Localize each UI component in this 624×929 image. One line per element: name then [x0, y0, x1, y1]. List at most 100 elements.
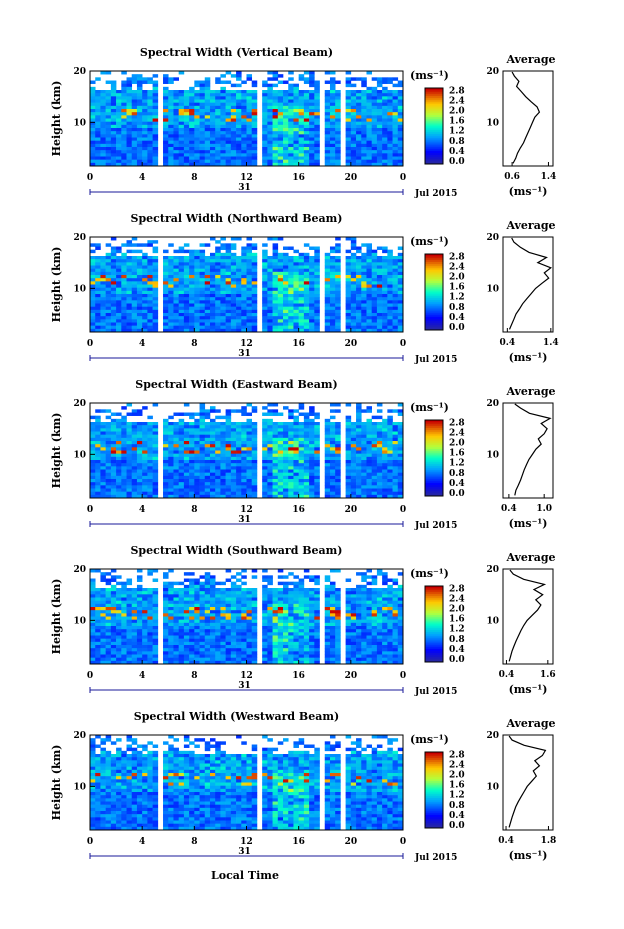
heatmap-cell: [272, 485, 279, 489]
heatmap-cell: [110, 632, 117, 636]
heatmap-cell: [324, 112, 331, 116]
heatmap-cell: [152, 469, 159, 473]
heatmap-cell: [105, 309, 112, 314]
heatmap-cell: [230, 494, 237, 499]
heatmap-cell: [288, 482, 294, 486]
heatmap-cell: [194, 300, 200, 304]
heatmap-cell: [163, 259, 169, 263]
heatmap-cell: [236, 99, 242, 103]
heatmap-cell: [288, 412, 294, 416]
heatmap-cell: [361, 134, 367, 138]
heatmap-cell: [168, 147, 174, 151]
heatmap-cell: [387, 265, 393, 269]
heatmap-cell: [246, 118, 253, 122]
colorbar-step: [425, 118, 443, 121]
heatmap-cell: [329, 265, 336, 269]
heatmap-cell: [293, 479, 299, 483]
heatmap-cell: [309, 325, 315, 330]
heatmap-cell: [105, 434, 112, 439]
heatmap-cell: [324, 115, 331, 119]
heatmap-cell: [142, 447, 148, 451]
heatmap-cell: [241, 159, 247, 164]
heatmap-cell: [371, 275, 378, 279]
heatmap-cell: [329, 137, 336, 141]
heatmap-cell: [209, 294, 216, 298]
heatmap-cell: [288, 284, 294, 288]
heatmap-cell: [199, 137, 206, 141]
heatmap-cell: [366, 115, 372, 119]
heatmap-cell: [361, 441, 367, 445]
heatmap-cell: [230, 74, 237, 78]
heatmap-cell: [100, 428, 106, 432]
heatmap-cell: [110, 437, 117, 442]
heatmap-cell: [272, 412, 279, 416]
heatmap-cell: [356, 268, 362, 273]
heatmap-cell: [350, 268, 357, 273]
heatmap-cell: [142, 651, 148, 655]
heatmap-cell: [387, 96, 393, 100]
colorbar-step: [425, 477, 443, 480]
heatmap-cell: [272, 109, 279, 113]
heatmap-cell: [116, 109, 122, 113]
heatmap-cell: [350, 265, 357, 269]
heatmap-cell: [100, 482, 106, 486]
heatmap-cell: [183, 309, 190, 314]
heatmap-cell: [121, 112, 127, 116]
heatmap-cell: [220, 297, 226, 301]
heatmap-cell: [382, 275, 388, 279]
heatmap-cell: [121, 243, 127, 247]
heatmap-cell: [110, 309, 117, 314]
heatmap-cell: [194, 434, 200, 439]
heatmap-cell: [387, 475, 393, 480]
heatmap-cell: [178, 412, 185, 416]
heatmap-cell: [230, 434, 237, 439]
heatmap-cell: [116, 466, 122, 470]
heatmap-cell: [376, 469, 383, 473]
heatmap-cell: [116, 124, 122, 129]
heatmap-cell: [194, 249, 200, 254]
heatmap-cell: [105, 591, 112, 595]
heatmap-cell: [100, 422, 106, 426]
heatmap-cell: [329, 262, 336, 266]
heatmap-cell: [199, 466, 206, 470]
heatmap-cell: [220, 437, 226, 442]
heatmap-cell: [110, 645, 117, 649]
heatmap-cell: [277, 147, 284, 151]
heatmap-cell: [121, 475, 127, 480]
heatmap-cell: [392, 303, 399, 307]
heatmap-cell: [283, 313, 289, 317]
heatmap-cell: [345, 124, 352, 129]
heatmap-cell: [147, 645, 153, 649]
heatmap-cell: [262, 303, 268, 307]
heatmap-cell: [168, 472, 174, 477]
x-tick-label: 4: [139, 173, 145, 183]
heatmap-cell: [142, 431, 148, 435]
heatmap-cell: [324, 425, 331, 429]
heatmap-cell: [350, 322, 357, 326]
heatmap-cell: [283, 287, 289, 292]
heatmap-cell: [189, 325, 195, 330]
heatmap-cell: [293, 322, 299, 326]
heatmap-cell: [173, 428, 179, 432]
heatmap-cell: [136, 591, 143, 595]
heatmap-cell: [121, 322, 127, 326]
heatmap-cell: [178, 441, 185, 445]
heatmap-cell: [225, 297, 232, 301]
heatmap-cell: [126, 153, 133, 157]
heatmap-cell: [324, 418, 331, 423]
heatmap-cell: [309, 294, 315, 298]
colorbar-step: [425, 446, 443, 449]
heatmap-cell: [220, 444, 226, 448]
heatmap-cell: [209, 328, 216, 333]
heatmap-cell: [209, 428, 216, 432]
heatmap-cell: [183, 121, 190, 126]
heatmap-cell: [382, 300, 388, 304]
heatmap-cell: [356, 463, 362, 467]
heatmap-cell: [189, 153, 195, 157]
heatmap-cell: [288, 105, 294, 110]
heatmap-cell: [314, 252, 320, 257]
heatmap-field: [90, 237, 404, 333]
heatmap-cell: [100, 660, 106, 665]
heatmap-cell: [225, 456, 232, 461]
heatmap-cell: [152, 328, 159, 333]
